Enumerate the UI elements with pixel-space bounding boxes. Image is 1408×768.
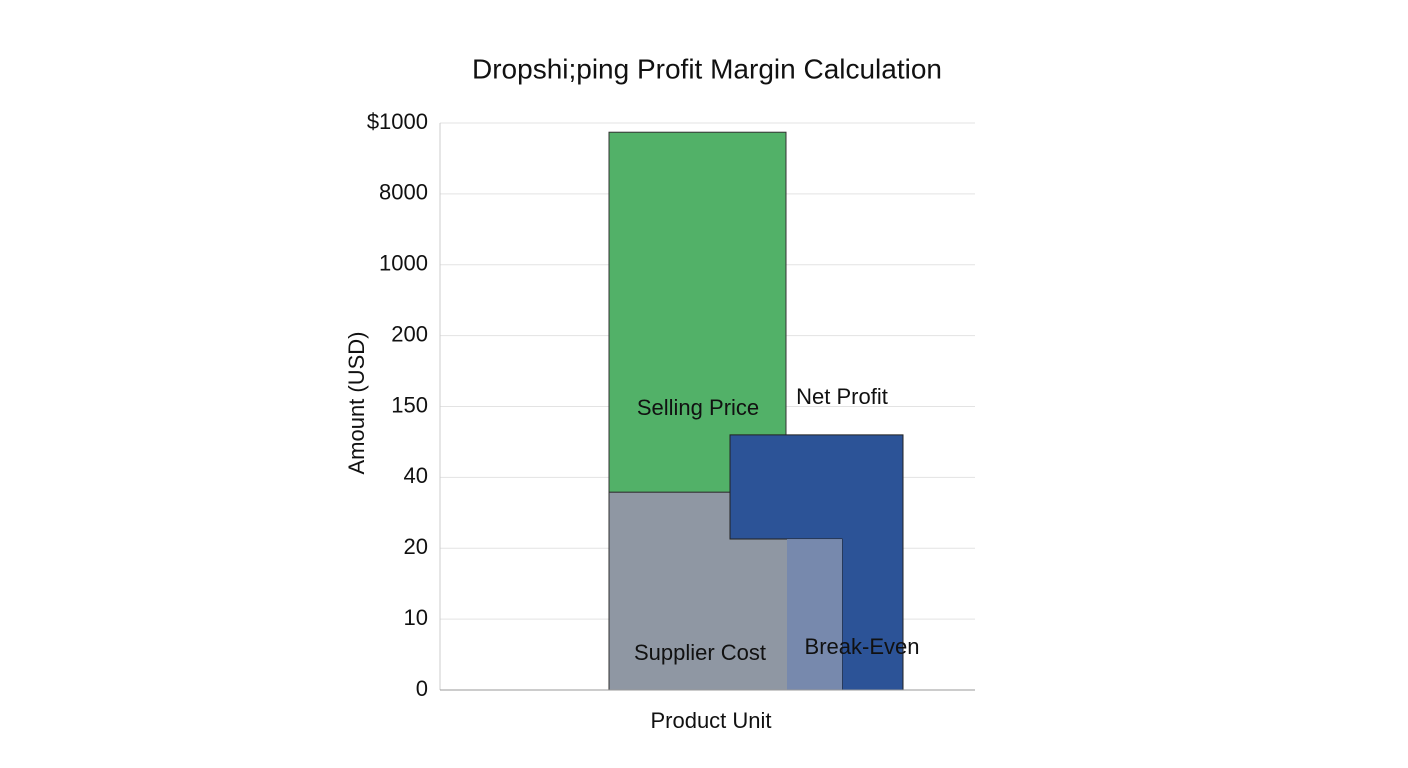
x-tick-label: Product Unit: [650, 708, 771, 733]
y-tick-label: 150: [391, 392, 428, 417]
segment-label: Selling Price: [637, 395, 759, 420]
bar-segment: [608, 131, 787, 493]
y-axis-label: Amount (USD): [344, 331, 369, 474]
break-even-region: [787, 539, 842, 690]
segment-label: Net Profit: [796, 384, 888, 409]
y-tick-label: 200: [391, 321, 428, 346]
y-tick-label: $1000: [367, 109, 428, 134]
y-tick-label: 0: [416, 676, 428, 701]
y-tick-label: 1000: [379, 251, 428, 276]
segment-label: Supplier Cost: [634, 640, 766, 665]
segment-label: Break-Even: [805, 634, 920, 659]
chart-title: Dropshi;ping Profit Margin Calculation: [472, 53, 942, 84]
y-tick-label: 10: [404, 605, 428, 630]
y-tick-label: 8000: [379, 180, 428, 205]
y-tick-label: 20: [404, 534, 428, 559]
y-tick-label: 40: [404, 463, 428, 488]
